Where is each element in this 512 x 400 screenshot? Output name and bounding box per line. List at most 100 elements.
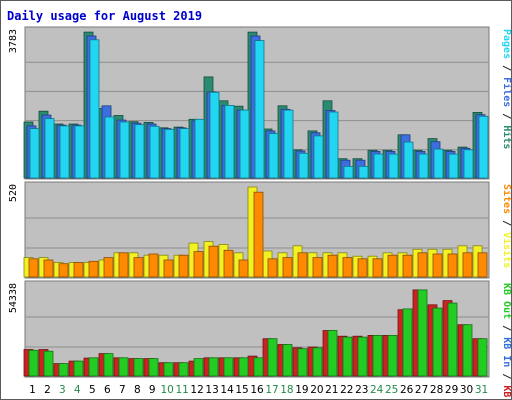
legend-item-kb-out: KB Out <box>501 283 511 319</box>
x-tick-label-day-6: 6 <box>104 384 111 396</box>
bar-pages-day-14 <box>224 105 235 179</box>
kb-in-out-panel: 54338 KB Out / KB In / KB F <box>8 280 511 399</box>
x-tick-label-day-20: 20 <box>310 384 323 396</box>
x-tick-label-day-11: 11 <box>176 384 189 396</box>
bar-sites-day-15 <box>238 259 249 278</box>
bar-kb-out-day-29 <box>447 302 458 377</box>
bar-kb-out-day-4 <box>73 360 84 377</box>
x-tick-label-day-12: 12 <box>190 384 203 396</box>
bar-sites-day-5 <box>88 260 99 278</box>
legend-item-kb-f: KB F <box>501 385 511 399</box>
x-tick-label-day-28: 28 <box>430 384 443 396</box>
bar-kb-out-day-8 <box>133 358 144 377</box>
bar-sites-day-1 <box>28 258 39 278</box>
bar-pages-day-17 <box>268 133 279 179</box>
bar-sites-day-7 <box>118 252 129 278</box>
bar-kb-out-day-15 <box>238 357 249 377</box>
bar-kb-out-day-5 <box>88 357 99 377</box>
bar-pages-day-3 <box>59 125 70 179</box>
x-tick-label-day-25: 25 <box>385 384 398 396</box>
bar-pages-day-28 <box>433 148 444 179</box>
bar-pages-day-4 <box>74 125 85 179</box>
x-tick-label-day-26: 26 <box>400 384 414 396</box>
bar-sites-day-23 <box>357 258 368 278</box>
bar-sites-day-10 <box>163 259 174 278</box>
bar-pages-day-21 <box>328 111 339 179</box>
bar-kb-out-day-21 <box>327 330 338 377</box>
x-tick-label-day-31: 31 <box>475 384 488 396</box>
bar-pages-day-11 <box>179 128 190 179</box>
legend-separator: / <box>501 367 511 385</box>
bar-pages-day-18 <box>283 109 294 179</box>
visits-sites-legend: Sites / Visits <box>501 184 511 268</box>
bar-sites-day-22 <box>342 257 353 278</box>
bar-kb-out-day-13 <box>208 357 219 377</box>
x-tick-label-day-16: 16 <box>250 384 264 396</box>
bar-pages-day-27 <box>418 153 429 179</box>
hits-files-pages-ymax-label: 3783 <box>8 29 19 53</box>
bar-pages-day-19 <box>298 152 309 179</box>
bar-sites-day-13 <box>208 245 219 278</box>
bar-sites-day-21 <box>327 254 338 278</box>
bar-pages-day-15 <box>239 109 250 179</box>
bar-kb-out-day-18 <box>282 344 293 377</box>
bar-kb-out-day-23 <box>357 336 368 377</box>
bar-sites-day-30 <box>462 252 473 278</box>
bar-kb-out-day-14 <box>223 357 234 377</box>
x-tick-label-day-29: 29 <box>445 384 458 396</box>
bar-kb-out-day-11 <box>178 362 189 377</box>
bar-kb-out-day-6 <box>103 353 114 377</box>
x-tick-label-day-7: 7 <box>119 384 126 396</box>
bar-pages-day-7 <box>119 121 130 179</box>
bar-kb-out-day-2 <box>43 350 54 377</box>
bar-sites-day-4 <box>73 262 84 278</box>
x-tick-label-day-4: 4 <box>74 384 81 396</box>
x-tick-label-day-8: 8 <box>134 384 141 396</box>
x-tick-label-day-19: 19 <box>295 384 308 396</box>
bar-sites-day-16 <box>253 191 264 278</box>
bar-pages-day-13 <box>209 91 220 179</box>
x-tick-label-day-2: 2 <box>44 384 51 396</box>
bar-sites-day-24 <box>372 258 383 278</box>
bar-sites-day-26 <box>402 254 413 278</box>
bar-kb-out-day-27 <box>417 289 428 377</box>
x-tick-label-day-14: 14 <box>220 384 234 396</box>
bar-sites-day-29 <box>447 253 458 278</box>
bar-sites-day-18 <box>282 257 293 278</box>
bar-kb-out-day-22 <box>342 336 353 377</box>
hits-files-pages-panel: 3783 Pages / Files / Hits <box>8 26 511 180</box>
bar-sites-day-11 <box>178 254 189 278</box>
legend-separator: / <box>501 59 511 77</box>
x-tick-label-day-3: 3 <box>59 384 66 396</box>
x-axis-labels: 1 2 3 4 5 6 7 8 9 10 11 12 13 14 15 16 17 18 19 20 21 22 23 24 2… <box>29 384 488 396</box>
bar-sites-day-28 <box>432 253 443 278</box>
bar-kb-out-day-12 <box>193 358 204 377</box>
bar-kb-out-day-31 <box>477 338 488 377</box>
legend-item-pages: Pages <box>501 29 511 59</box>
bar-pages-day-12 <box>194 118 205 179</box>
legend-item-sites: Sites <box>501 184 511 214</box>
legend-item-visits: Visits <box>501 232 511 268</box>
bar-pages-day-1 <box>29 128 40 179</box>
bar-sites-day-17 <box>267 258 278 278</box>
bar-pages-day-22 <box>343 165 354 179</box>
x-tick-label-day-24: 24 <box>370 384 384 396</box>
x-tick-label-day-27: 27 <box>415 384 428 396</box>
x-tick-label-day-22: 22 <box>340 384 353 396</box>
bar-pages-day-26 <box>403 141 414 179</box>
x-tick-label-day-10: 10 <box>161 384 174 396</box>
bar-kb-out-day-25 <box>387 334 398 377</box>
bar-sites-day-3 <box>58 263 69 278</box>
bar-sites-day-19 <box>297 252 308 278</box>
bar-sites-day-20 <box>312 257 323 278</box>
x-tick-label-day-1: 1 <box>29 384 36 396</box>
bar-pages-day-23 <box>358 165 369 179</box>
x-tick-label-day-15: 15 <box>235 384 248 396</box>
bar-sites-day-9 <box>148 253 159 278</box>
kb-in-out-ymax-label: 54338 <box>8 283 19 313</box>
bar-pages-day-5 <box>89 39 100 179</box>
legend-separator: / <box>501 107 511 125</box>
bar-sites-day-8 <box>133 257 144 278</box>
